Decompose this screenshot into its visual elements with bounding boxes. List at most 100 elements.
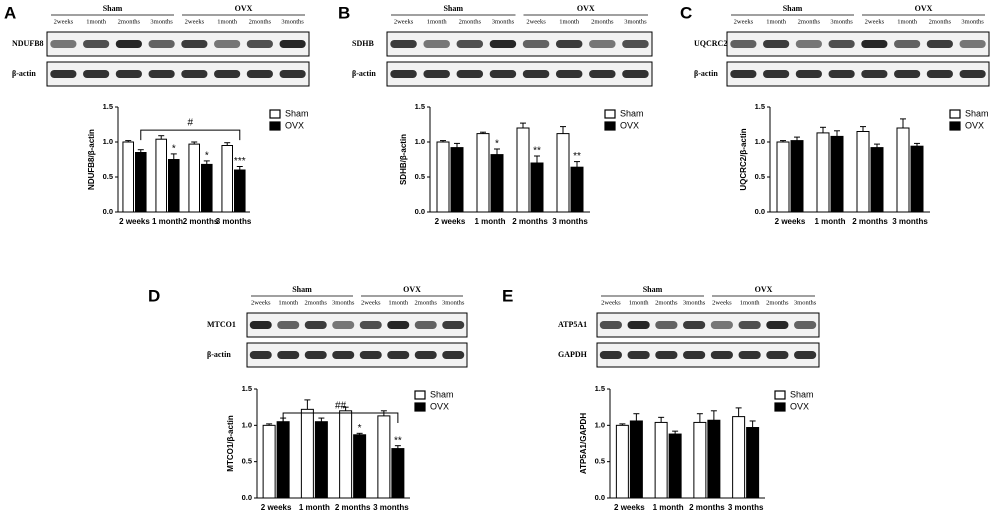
legend-label: Sham — [285, 108, 309, 118]
lane-label: 1month — [278, 299, 299, 306]
lane-label: 2months — [118, 18, 141, 25]
y-tick-label: 0.0 — [242, 493, 252, 502]
y-tick-label: 1.5 — [595, 384, 605, 393]
x-tick-label: 1 month — [653, 503, 684, 511]
legend-swatch — [949, 109, 961, 119]
blot-band — [249, 321, 272, 329]
x-tick-label: 1 month — [152, 217, 183, 226]
x-tick-label: 2 months — [512, 217, 548, 226]
bar — [353, 434, 367, 499]
blot-row-label: MTCO1 — [207, 320, 236, 329]
blot-band — [730, 40, 757, 48]
y-tick-label: 1.5 — [755, 102, 765, 111]
blot-band — [655, 321, 678, 329]
y-tick-label: 1.0 — [755, 137, 765, 146]
blot-row-label: GAPDH — [558, 350, 588, 359]
y-tick-label: 1.0 — [242, 420, 252, 429]
group-label: Sham — [443, 4, 463, 13]
lane-label: 2months — [655, 299, 678, 306]
bar — [450, 147, 464, 213]
lane-label: 3months — [683, 299, 706, 306]
bar — [910, 145, 924, 213]
blot-row-label: NDUFB8 — [12, 39, 44, 48]
blot-band — [277, 351, 300, 359]
bar — [732, 416, 746, 499]
blot-band — [181, 40, 208, 48]
blot-band — [277, 321, 300, 329]
x-tick-label: 3 months — [892, 217, 928, 226]
legend-label: OVX — [965, 120, 984, 130]
bar — [654, 421, 668, 499]
bar — [707, 419, 721, 499]
blot-band — [387, 351, 410, 359]
x-tick-label: 2 weeks — [119, 217, 150, 226]
lane-label: 1month — [629, 299, 650, 306]
y-tick-label: 1.0 — [415, 137, 425, 146]
lane-label: 2months — [249, 18, 272, 25]
lane-label: 2weeks — [251, 299, 271, 306]
x-tick-label: 1 month — [474, 217, 505, 226]
blot-band — [861, 70, 888, 78]
lane-label: 1month — [740, 299, 761, 306]
bar — [476, 133, 490, 213]
blot-band — [115, 40, 142, 48]
bar — [436, 141, 450, 213]
bar — [856, 131, 870, 213]
blot-band — [766, 321, 789, 329]
group-label: Sham — [783, 4, 803, 13]
blot-band — [959, 70, 986, 78]
blot-band — [442, 321, 465, 329]
lane-label: 2months — [459, 18, 482, 25]
y-tick-label: 1.5 — [415, 102, 425, 111]
lane-label: 2months — [766, 299, 789, 306]
blot: Sham 2weeks 1month 2months 3months OVX 2weeks 1… — [207, 285, 468, 368]
y-tick-label: 0.0 — [595, 493, 605, 502]
blot-band — [655, 351, 678, 359]
significance: * — [358, 423, 362, 434]
x-tick-label: 3 months — [552, 217, 588, 226]
group-label: OVX — [235, 4, 253, 13]
blot-band — [926, 40, 953, 48]
lane-label: 3months — [830, 18, 853, 25]
bar — [155, 138, 168, 213]
blot-band — [50, 70, 77, 78]
lane-label: 2weeks — [712, 299, 732, 306]
blot-band — [489, 40, 517, 48]
lane-label: 2weeks — [734, 18, 754, 25]
group-label: OVX — [915, 4, 933, 13]
blot-band — [627, 351, 650, 359]
blot-band — [766, 351, 789, 359]
y-axis-label: NDUFB8/β-actin — [87, 129, 96, 190]
lane-label: 1month — [559, 18, 580, 25]
lane-label: 1month — [897, 18, 918, 25]
blot-band — [390, 40, 417, 48]
blot-band — [214, 70, 241, 78]
blot-row-label: SDHB — [352, 39, 374, 48]
significance: *** — [234, 156, 246, 167]
blot-band — [894, 40, 921, 48]
blot-band — [599, 351, 622, 359]
blot-band — [279, 70, 306, 78]
bar — [746, 427, 760, 499]
panel-letter: D — [148, 286, 160, 305]
bar — [339, 410, 353, 499]
blot-band — [414, 351, 437, 359]
legend-label: OVX — [790, 401, 809, 411]
blot-band — [828, 70, 855, 78]
lane-label: 2weeks — [361, 299, 381, 306]
bar — [188, 143, 201, 213]
blot-band — [710, 321, 733, 329]
blot-row-label: ATP5A1 — [558, 320, 587, 329]
blot-band — [795, 70, 822, 78]
bar — [693, 421, 707, 499]
lane-label: 1month — [86, 18, 107, 25]
lane-label: 2months — [415, 299, 438, 306]
significance: * — [172, 144, 176, 155]
blot: Sham 2weeks 1month 2months 3months OVX 2weeks 1… — [694, 4, 990, 87]
bar — [530, 162, 544, 213]
blot-band — [423, 40, 450, 48]
blot-band — [959, 40, 986, 48]
blot-band — [589, 70, 616, 78]
legend-label: Sham — [620, 108, 644, 118]
